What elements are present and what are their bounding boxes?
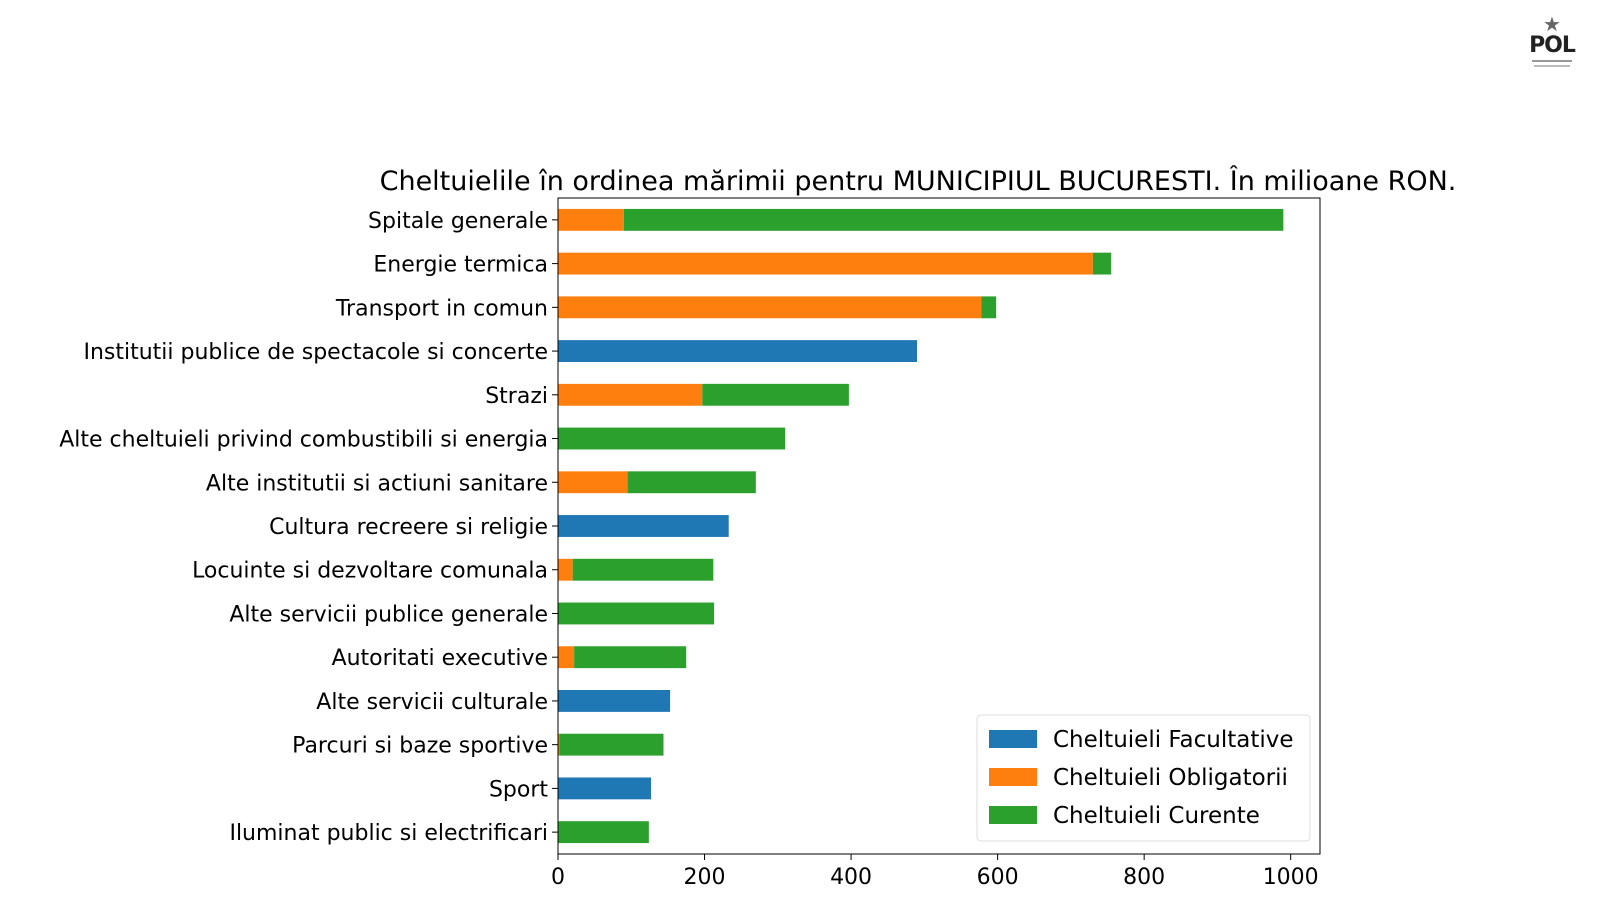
x-axis-ticks: 0 200 400 600 800 1000: [551, 854, 1319, 890]
pol-logo: ★ POL: [1524, 14, 1580, 76]
bar-segment: [1092, 252, 1112, 275]
legend-label: Cheltuieli Facultative: [1053, 727, 1294, 753]
bar-segment: [558, 777, 652, 800]
category-label: Alte institutii si actiuni sanitare: [206, 471, 548, 496]
bars-group: [558, 208, 1284, 844]
category-label: Locuinte si dezvoltare comunala: [192, 559, 548, 584]
category-label: Alte servicii culturale: [316, 690, 548, 715]
bar-segment: [558, 296, 982, 319]
x-tick-label: 400: [830, 865, 872, 890]
chart-title: Cheltuielile în ordinea mărimii pentru M…: [380, 165, 1457, 197]
legend-label: Cheltuieli Curente: [1053, 803, 1260, 829]
bar-segment: [574, 646, 687, 669]
legend-label: Cheltuieli Obligatorii: [1053, 765, 1288, 791]
x-tick-label: 800: [1123, 865, 1165, 890]
bar-segment: [558, 690, 671, 712]
bar-segment: [702, 383, 849, 406]
bar-segment: [623, 208, 1284, 231]
bar-segment: [981, 296, 997, 319]
category-label: Cultura recreere si religie: [269, 515, 548, 540]
bar-segment: [572, 558, 714, 581]
bar-segment: [558, 558, 573, 581]
logo-subline: [1532, 60, 1572, 62]
category-label: Strazi: [485, 384, 548, 409]
logo-star-icon: ★: [1543, 12, 1561, 36]
legend-swatch: [989, 768, 1037, 786]
bar-segment: [558, 602, 715, 625]
bar-segment: [558, 208, 624, 231]
x-tick-label: 200: [684, 865, 726, 890]
category-label: Energie termica: [373, 253, 548, 278]
logo-text: POL: [1529, 33, 1576, 58]
bar-segment: [558, 733, 560, 756]
legend: Cheltuieli Facultative Cheltuieli Obligat…: [976, 714, 1311, 842]
legend-box: [976, 714, 1311, 842]
bar-segment: [558, 646, 575, 669]
category-label: Sport: [489, 777, 548, 802]
x-tick-label: 1000: [1263, 865, 1319, 890]
bar-segment: [558, 252, 1093, 275]
bar-segment: [558, 515, 729, 537]
category-label: Alte servicii publice generale: [229, 602, 548, 627]
bar-segment: [558, 383, 703, 406]
category-label: Parcuri si baze sportive: [292, 734, 548, 759]
bar-segment: [559, 733, 664, 756]
category-label: Autoritati executive: [332, 646, 548, 671]
category-label: Alte cheltuieli privind combustibili si …: [59, 428, 548, 453]
legend-swatch: [989, 806, 1037, 824]
bar-segment: [558, 821, 649, 844]
category-label: Institutii publice de spectacole si conc…: [83, 340, 548, 365]
category-label: Iluminat public si electrificari: [229, 821, 548, 846]
logo-subline-2: [1534, 65, 1570, 67]
bar-segment: [627, 471, 756, 494]
bar-segment: [558, 471, 628, 494]
bar-segment: [558, 340, 918, 362]
category-label: Transport in comun: [335, 296, 548, 321]
x-tick-label: 600: [977, 865, 1019, 890]
legend-swatch: [989, 730, 1037, 748]
bar-segment: [558, 427, 786, 450]
category-labels: Spitale generale Energie termica Transport…: [59, 209, 558, 846]
category-label: Spitale generale: [368, 209, 548, 234]
x-tick-label: 0: [551, 865, 565, 890]
